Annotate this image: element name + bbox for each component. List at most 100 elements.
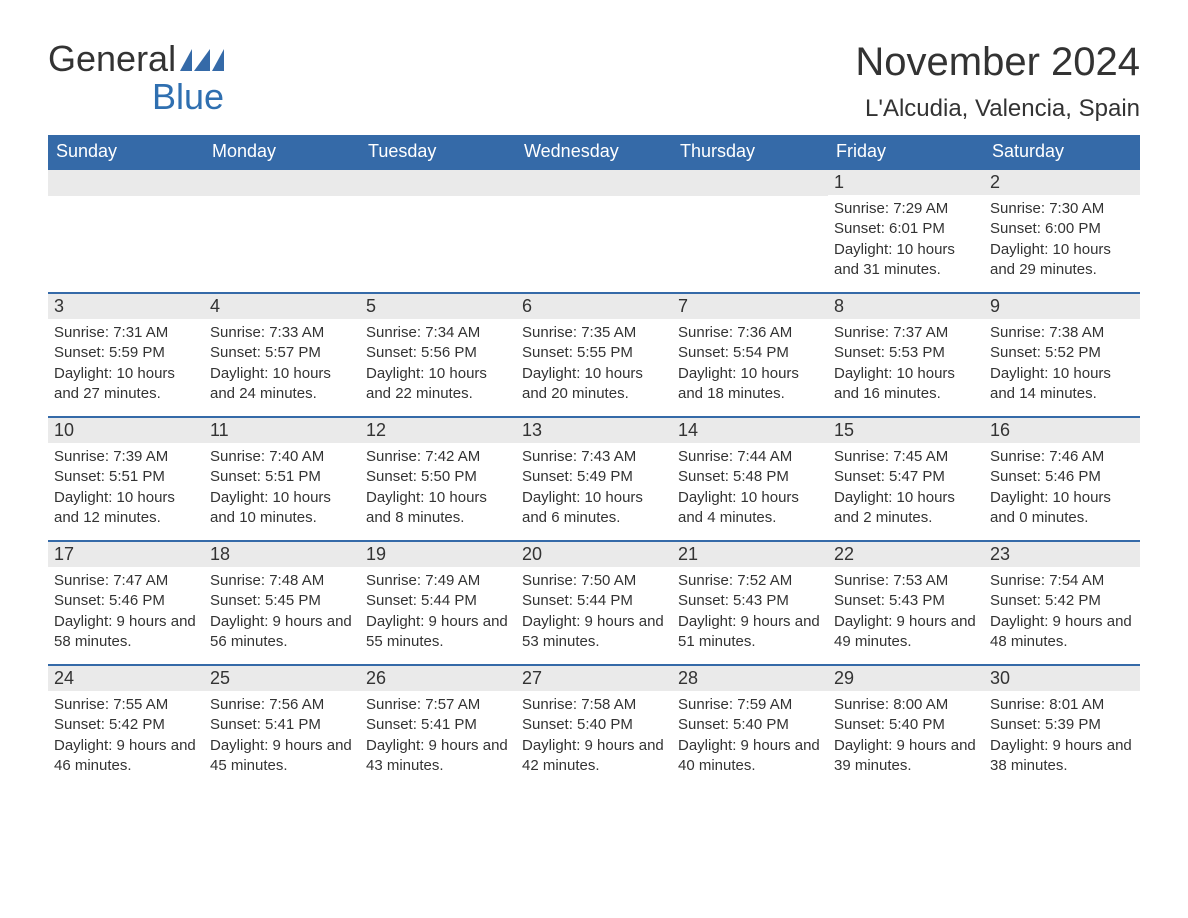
week-row: 24Sunrise: 7:55 AMSunset: 5:42 PMDayligh… [48,665,1140,789]
day-cell: 14Sunrise: 7:44 AMSunset: 5:48 PMDayligh… [672,417,828,541]
day-cell: 28Sunrise: 7:59 AMSunset: 5:40 PMDayligh… [672,665,828,789]
day-cell: 3Sunrise: 7:31 AMSunset: 5:59 PMDaylight… [48,293,204,417]
day-cell: 22Sunrise: 7:53 AMSunset: 5:43 PMDayligh… [828,541,984,665]
sunset-text: Sunset: 5:59 PM [54,343,198,363]
daylight-text: Daylight: 10 hours and 18 minutes. [678,364,822,405]
sunset-text: Sunset: 5:51 PM [54,467,198,487]
day-number: 11 [204,418,360,443]
daylight-text: Daylight: 9 hours and 58 minutes. [54,612,198,653]
sunrise-text: Sunrise: 7:54 AM [990,571,1134,591]
day-body: Sunrise: 7:50 AMSunset: 5:44 PMDaylight:… [516,567,672,656]
day-body: Sunrise: 7:52 AMSunset: 5:43 PMDaylight:… [672,567,828,656]
sunrise-text: Sunrise: 7:50 AM [522,571,666,591]
sunset-text: Sunset: 5:45 PM [210,591,354,611]
day-cell: 11Sunrise: 7:40 AMSunset: 5:51 PMDayligh… [204,417,360,541]
day-body: Sunrise: 7:54 AMSunset: 5:42 PMDaylight:… [984,567,1140,656]
day-body: Sunrise: 7:55 AMSunset: 5:42 PMDaylight:… [48,691,204,780]
sunset-text: Sunset: 6:01 PM [834,219,978,239]
day-number: 19 [360,542,516,567]
sunset-text: Sunset: 5:54 PM [678,343,822,363]
daylight-text: Daylight: 9 hours and 43 minutes. [366,736,510,777]
daylight-text: Daylight: 10 hours and 24 minutes. [210,364,354,405]
day-number: 28 [672,666,828,691]
day-number: 10 [48,418,204,443]
day-number-bar [360,170,516,196]
sunrise-text: Sunrise: 7:43 AM [522,447,666,467]
day-number: 27 [516,666,672,691]
daylight-text: Daylight: 9 hours and 51 minutes. [678,612,822,653]
day-number: 15 [828,418,984,443]
day-cell: 23Sunrise: 7:54 AMSunset: 5:42 PMDayligh… [984,541,1140,665]
day-cell: 27Sunrise: 7:58 AMSunset: 5:40 PMDayligh… [516,665,672,789]
daylight-text: Daylight: 10 hours and 8 minutes. [366,488,510,529]
sunset-text: Sunset: 5:40 PM [678,715,822,735]
day-number: 29 [828,666,984,691]
daylight-text: Daylight: 10 hours and 27 minutes. [54,364,198,405]
daylight-text: Daylight: 10 hours and 4 minutes. [678,488,822,529]
day-header: Friday [828,135,984,169]
day-cell: 21Sunrise: 7:52 AMSunset: 5:43 PMDayligh… [672,541,828,665]
day-body: Sunrise: 7:37 AMSunset: 5:53 PMDaylight:… [828,319,984,408]
sunset-text: Sunset: 5:40 PM [834,715,978,735]
logo-blue: Blue [48,78,224,116]
day-body: Sunrise: 7:34 AMSunset: 5:56 PMDaylight:… [360,319,516,408]
daylight-text: Daylight: 10 hours and 29 minutes. [990,240,1134,281]
sunrise-text: Sunrise: 7:31 AM [54,323,198,343]
day-body: Sunrise: 7:56 AMSunset: 5:41 PMDaylight:… [204,691,360,780]
daylight-text: Daylight: 9 hours and 53 minutes. [522,612,666,653]
day-body: Sunrise: 8:01 AMSunset: 5:39 PMDaylight:… [984,691,1140,780]
month-title: November 2024 [855,40,1140,85]
day-cell [672,169,828,293]
sunrise-text: Sunrise: 7:47 AM [54,571,198,591]
day-body: Sunrise: 7:57 AMSunset: 5:41 PMDaylight:… [360,691,516,780]
day-header-row: SundayMondayTuesdayWednesdayThursdayFrid… [48,135,1140,169]
daylight-text: Daylight: 9 hours and 48 minutes. [990,612,1134,653]
sunrise-text: Sunrise: 7:40 AM [210,447,354,467]
day-number: 17 [48,542,204,567]
sunset-text: Sunset: 5:41 PM [210,715,354,735]
sunset-text: Sunset: 5:44 PM [366,591,510,611]
day-body: Sunrise: 7:35 AMSunset: 5:55 PMDaylight:… [516,319,672,408]
day-cell [360,169,516,293]
sunrise-text: Sunrise: 7:45 AM [834,447,978,467]
sunset-text: Sunset: 5:43 PM [678,591,822,611]
sunrise-text: Sunrise: 7:34 AM [366,323,510,343]
daylight-text: Daylight: 10 hours and 31 minutes. [834,240,978,281]
day-cell: 25Sunrise: 7:56 AMSunset: 5:41 PMDayligh… [204,665,360,789]
day-body: Sunrise: 7:42 AMSunset: 5:50 PMDaylight:… [360,443,516,532]
day-number: 4 [204,294,360,319]
daylight-text: Daylight: 10 hours and 20 minutes. [522,364,666,405]
sunrise-text: Sunrise: 7:33 AM [210,323,354,343]
day-number: 14 [672,418,828,443]
sunrise-text: Sunrise: 8:00 AM [834,695,978,715]
daylight-text: Daylight: 9 hours and 49 minutes. [834,612,978,653]
day-cell: 6Sunrise: 7:35 AMSunset: 5:55 PMDaylight… [516,293,672,417]
day-cell: 7Sunrise: 7:36 AMSunset: 5:54 PMDaylight… [672,293,828,417]
sunrise-text: Sunrise: 7:44 AM [678,447,822,467]
day-body: Sunrise: 7:49 AMSunset: 5:44 PMDaylight:… [360,567,516,656]
day-body: Sunrise: 7:45 AMSunset: 5:47 PMDaylight:… [828,443,984,532]
day-number: 9 [984,294,1140,319]
sunset-text: Sunset: 5:46 PM [990,467,1134,487]
day-number: 22 [828,542,984,567]
day-cell [204,169,360,293]
day-header: Monday [204,135,360,169]
day-body: Sunrise: 7:38 AMSunset: 5:52 PMDaylight:… [984,319,1140,408]
day-body: Sunrise: 8:00 AMSunset: 5:40 PMDaylight:… [828,691,984,780]
sunrise-text: Sunrise: 7:56 AM [210,695,354,715]
sunset-text: Sunset: 5:39 PM [990,715,1134,735]
day-cell: 26Sunrise: 7:57 AMSunset: 5:41 PMDayligh… [360,665,516,789]
daylight-text: Daylight: 9 hours and 42 minutes. [522,736,666,777]
sunset-text: Sunset: 5:42 PM [54,715,198,735]
daylight-text: Daylight: 9 hours and 39 minutes. [834,736,978,777]
daylight-text: Daylight: 10 hours and 16 minutes. [834,364,978,405]
sunset-text: Sunset: 5:50 PM [366,467,510,487]
day-number: 21 [672,542,828,567]
day-number: 8 [828,294,984,319]
daylight-text: Daylight: 10 hours and 2 minutes. [834,488,978,529]
day-cell: 5Sunrise: 7:34 AMSunset: 5:56 PMDaylight… [360,293,516,417]
day-cell: 29Sunrise: 8:00 AMSunset: 5:40 PMDayligh… [828,665,984,789]
sunrise-text: Sunrise: 7:55 AM [54,695,198,715]
logo-general: General [48,38,176,79]
day-number-bar [48,170,204,196]
